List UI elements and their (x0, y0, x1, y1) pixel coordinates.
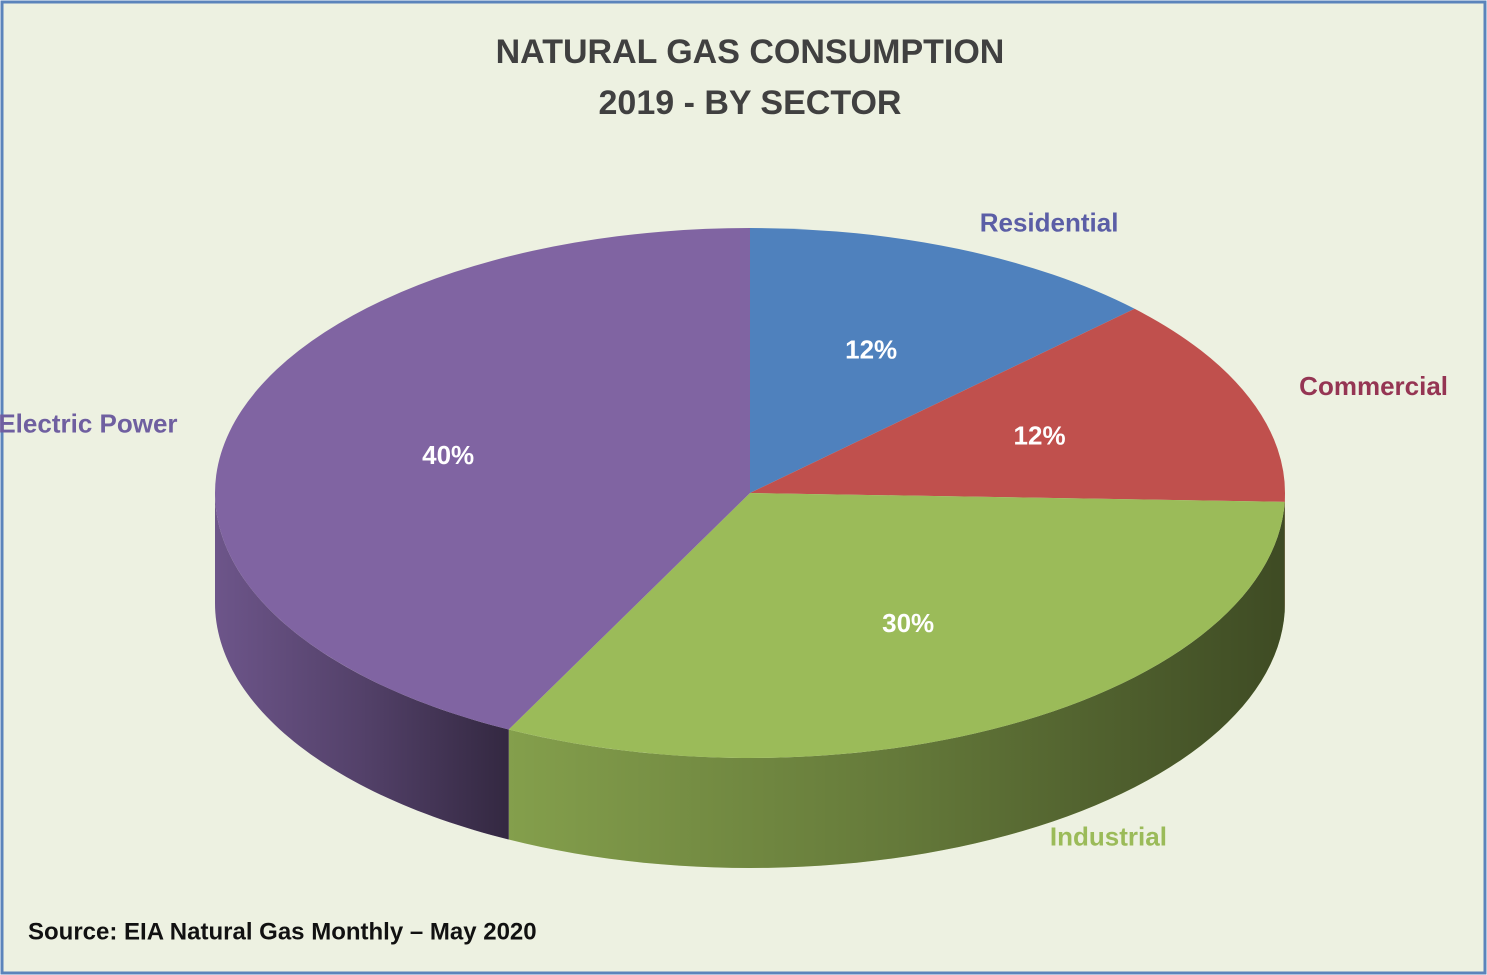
slice (750, 228, 1135, 493)
category-label: Commercial (1299, 371, 1448, 401)
slice (750, 308, 1286, 502)
slice-side-shade (508, 501, 1285, 868)
slice (508, 493, 1285, 759)
category-label: Electric Power (0, 408, 178, 438)
category-label: Residential (980, 208, 1119, 238)
chart-subtitle: 2019 - BY SECTOR (599, 84, 902, 122)
chart-title: NATURAL GAS CONSUMPTION (496, 33, 1005, 71)
value-label: 30% (882, 608, 934, 638)
pie: 12% Residential 12% Commercial 30% Industrial… (0, 208, 1448, 868)
value-label: 12% (1014, 421, 1066, 451)
value-label: 40% (422, 440, 474, 470)
source-note: Source: EIA Natural Gas Monthly – May 20… (28, 918, 537, 945)
slice (214, 228, 751, 730)
value-label: 12% (845, 334, 897, 364)
slice-side-shade (215, 493, 509, 840)
category-label: Industrial (1050, 821, 1167, 851)
